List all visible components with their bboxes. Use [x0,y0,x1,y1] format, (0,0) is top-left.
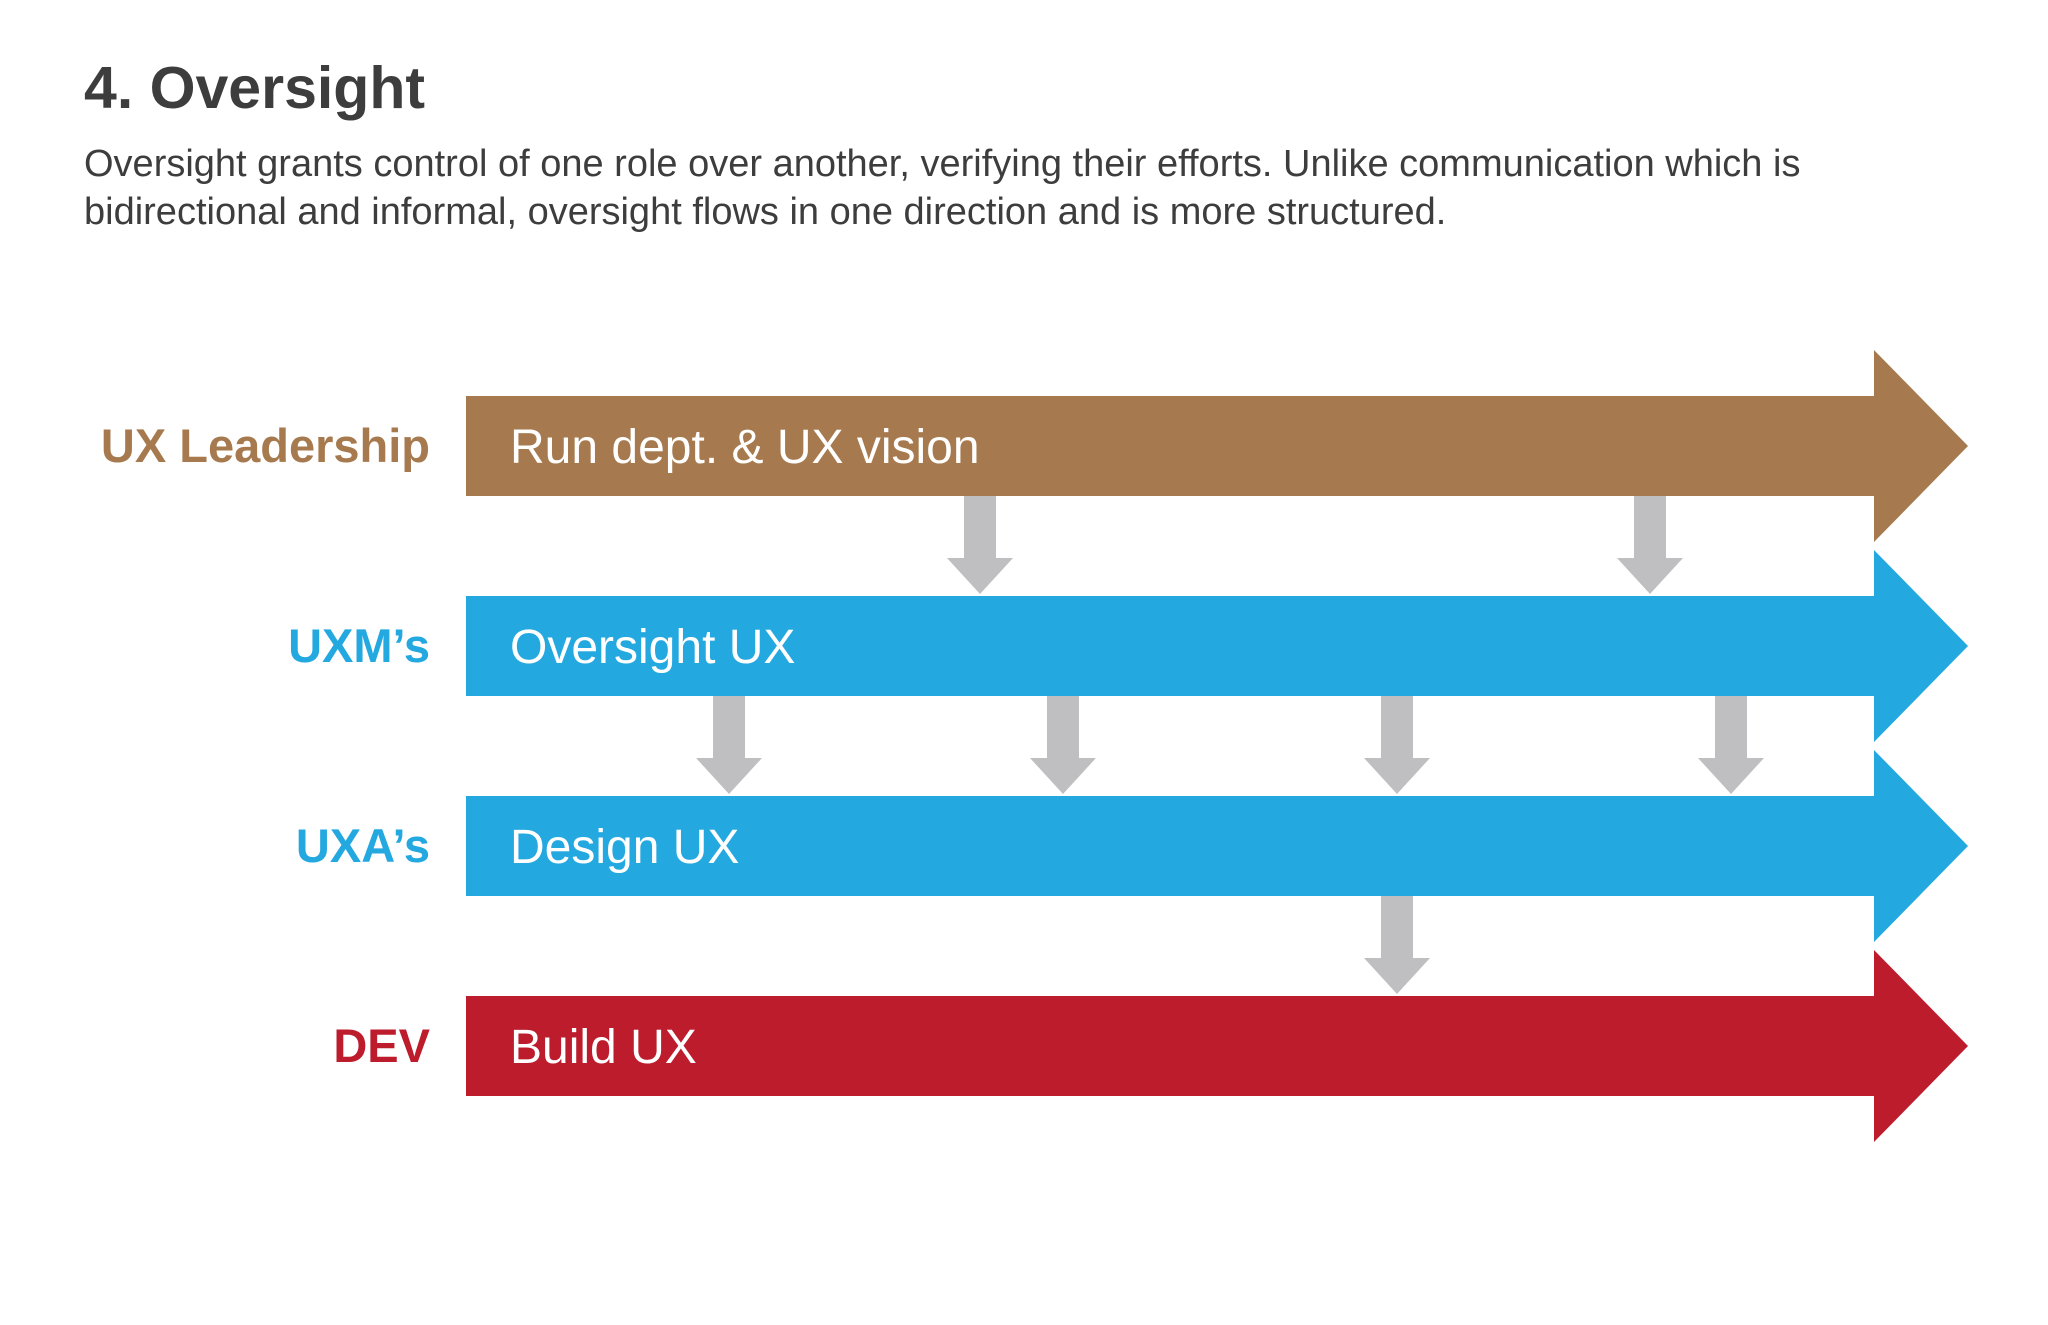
oversight-arrow-uxm-s-to-uxa-s [1030,696,1096,794]
lane-arrow-ux-leadership [466,350,1968,542]
role-label-uxm-s: UXM’s [288,619,430,672]
activity-label-uxm-s: Oversight UX [510,621,795,674]
activity-label-ux-leadership: Run dept. & UX vision [510,421,980,474]
page-title: 4. Oversight [84,55,426,121]
role-label-ux-leadership: UX Leadership [101,419,430,472]
oversight-arrow-ux-leadership-to-uxm-s [947,496,1013,594]
oversight-arrow-uxm-s-to-uxa-s [1364,696,1430,794]
lane-arrow-dev [466,950,1968,1142]
activity-label-dev: Build UX [510,1021,697,1074]
role-label-dev: DEV [333,1019,430,1072]
activity-label-uxa-s: Design UX [510,821,739,874]
role-lanes: UX Leadership Run dept. & UX vision UXM’s O… [101,350,1968,1142]
oversight-arrow-ux-leadership-to-uxm-s [1617,496,1683,594]
role-label-uxa-s: UXA’s [296,819,430,872]
oversight-arrow-uxm-s-to-uxa-s [696,696,762,794]
page-description: Oversight grants control of one role ove… [84,143,1801,233]
oversight-arrow-uxm-s-to-uxa-s [1698,696,1764,794]
oversight-connectors [696,496,1764,994]
oversight-arrow-uxa-s-to-dev [1364,896,1430,994]
lane-arrow-uxm-s [466,550,1968,742]
lane-arrow-uxa-s [466,750,1968,942]
